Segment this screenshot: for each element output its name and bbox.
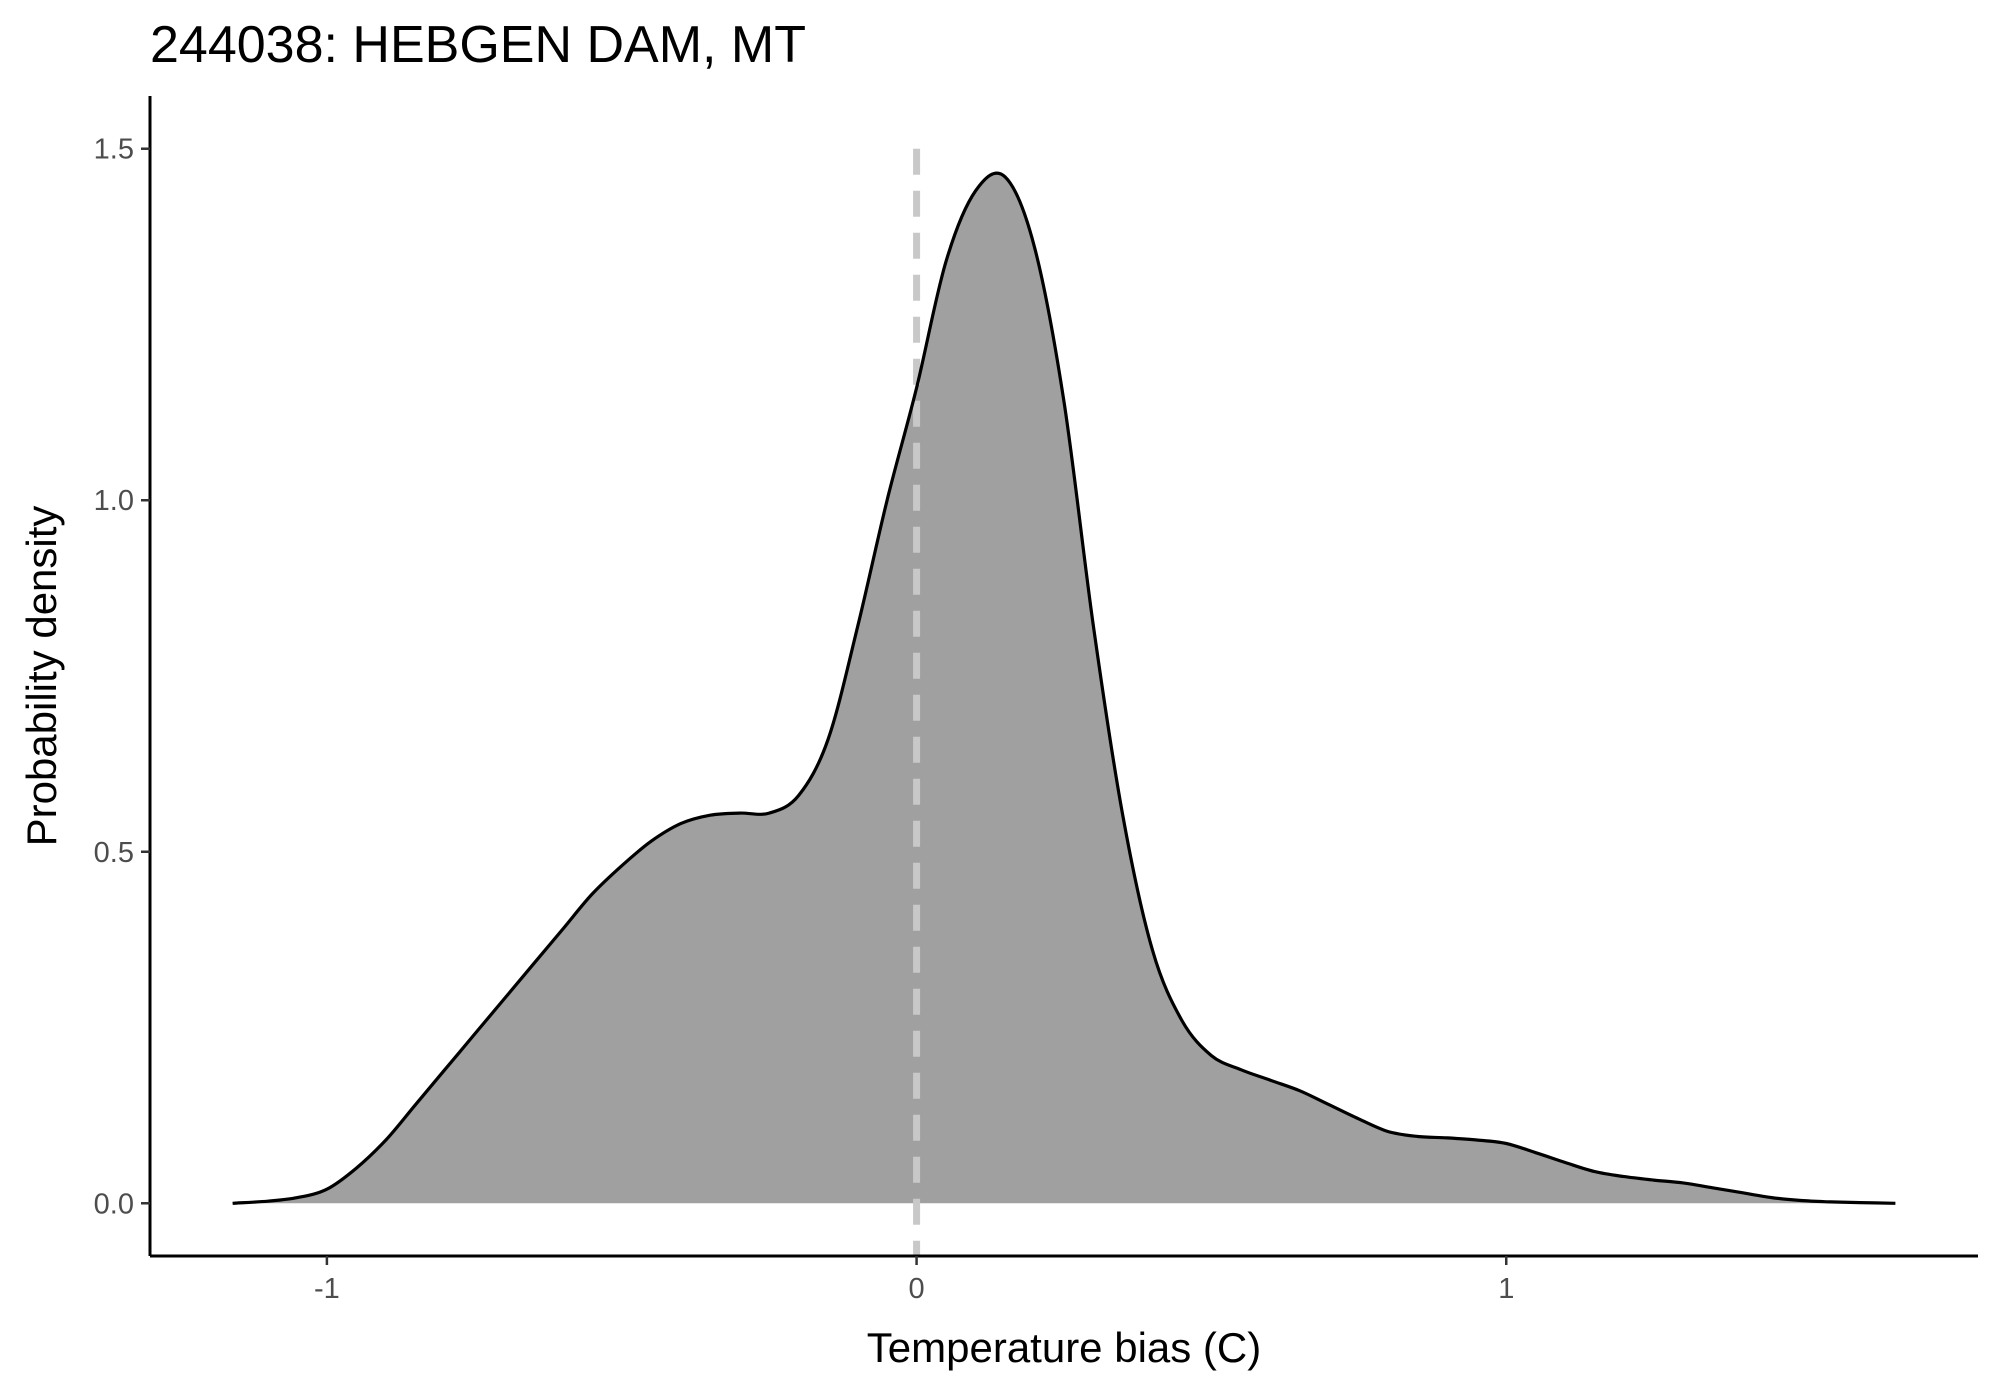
x-axis-title: Temperature bias (C) xyxy=(867,1324,1261,1371)
plot-area xyxy=(232,148,1896,1256)
x-tick-label: 1 xyxy=(1498,1273,1514,1305)
density-line xyxy=(232,171,1896,1205)
density-area xyxy=(232,173,1896,1204)
y-tick-label: 1.5 xyxy=(94,134,134,166)
axes xyxy=(148,96,1978,1258)
y-tick-label: 0.0 xyxy=(94,1188,134,1220)
y-tick-label: 1.0 xyxy=(94,485,134,517)
y-axis-title: Probability density xyxy=(18,506,65,847)
x-tick-label: 0 xyxy=(909,1273,925,1305)
x-tick-label: -1 xyxy=(314,1273,340,1305)
axis-ticks: 0.0 0.5 1.0 1.5 -1 0 1 xyxy=(94,134,1515,1305)
chart-title: 244038: HEBGEN DAM, MT xyxy=(150,16,806,74)
y-tick-label: 0.5 xyxy=(94,837,134,869)
